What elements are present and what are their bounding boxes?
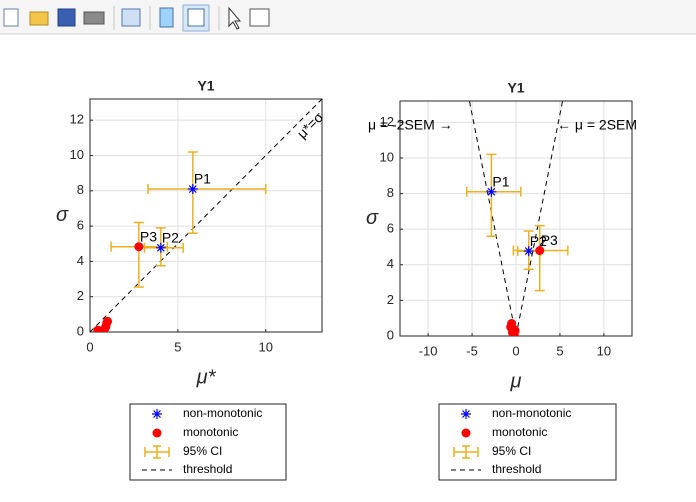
x-axis-label: μ [510, 370, 522, 392]
x-tick-label: 0 [86, 339, 93, 354]
legend-marker [461, 409, 471, 419]
legend-marker [461, 428, 471, 438]
pointer-button[interactable] [228, 6, 242, 30]
x-tick-label: -5 [466, 343, 478, 358]
y-tick-label: 0 [77, 323, 84, 338]
point [103, 316, 113, 326]
x-tick-label: 0 [512, 343, 519, 358]
annotation: μ = -2SEM → [368, 117, 453, 133]
y-tick-label: 4 [77, 253, 84, 268]
threshold-line [90, 99, 322, 332]
toolbar-buttons [3, 4, 270, 32]
ci-horizontal [147, 184, 267, 195]
threshold-line [468, 101, 517, 336]
legend-label: threshold [183, 462, 232, 476]
y-tick-label: 0 [387, 327, 394, 342]
y-tick-label: 12 [380, 114, 394, 129]
legend-label: 95% CI [183, 444, 222, 458]
point [100, 323, 110, 332]
print-button[interactable] [83, 11, 105, 25]
axes-box [89, 98, 323, 333]
y-axis-label: σ [56, 204, 69, 226]
colorbar-button[interactable] [159, 7, 174, 28]
point-label: P1 [492, 173, 509, 189]
legend-box [129, 403, 287, 481]
legend-label: monotonic [492, 425, 547, 439]
legend-marker [453, 445, 479, 459]
y-tick-label: 2 [77, 288, 84, 303]
point [93, 325, 103, 332]
x-tick-label: 10 [259, 339, 273, 354]
property-button[interactable] [249, 8, 270, 27]
y-tick-label: 12 [70, 112, 84, 127]
point-label: P2 [162, 230, 179, 246]
y-tick-label: 6 [387, 221, 394, 236]
legend-marker [152, 428, 162, 438]
point [535, 246, 545, 256]
point-label: P3 [140, 228, 157, 244]
open-button[interactable] [29, 11, 49, 26]
legend-label: threshold [492, 462, 541, 476]
save-button[interactable] [57, 8, 76, 27]
legend-label: non-monotonic [492, 406, 571, 420]
y-tick-label: 10 [70, 147, 84, 162]
ci-vertical [534, 224, 545, 292]
legend-label: non-monotonic [183, 406, 262, 420]
x-tick-label: 10 [597, 343, 611, 358]
y-tick-label: 8 [77, 182, 84, 197]
point [187, 184, 198, 195]
plot-content [466, 101, 569, 336]
point [155, 242, 166, 253]
point [134, 242, 144, 252]
new-button[interactable] [3, 8, 19, 27]
y-tick-label: 2 [387, 292, 394, 307]
y-tick-label: 6 [77, 218, 84, 233]
ci-vertical [133, 221, 144, 288]
plot-content [90, 99, 322, 332]
point-label: P2 [530, 233, 547, 249]
legend-label: monotonic [183, 425, 238, 439]
point-label: P3 [541, 232, 558, 248]
chart-title: Y1 [197, 78, 214, 94]
link-button[interactable] [121, 8, 141, 27]
y-tick-label: 10 [380, 149, 394, 164]
annotation: ← μ = 2SEM [557, 117, 637, 133]
toolbar [0, 0, 696, 34]
point-label: P1 [194, 171, 211, 187]
y-tick-label: 4 [387, 256, 394, 271]
point [510, 326, 520, 336]
y-axis-label: σ [366, 207, 379, 229]
legend-label: 95% CI [492, 444, 531, 458]
threshold-line [515, 101, 564, 336]
x-axis-label: μ* [196, 366, 217, 388]
legend-icon [187, 8, 205, 27]
point [523, 246, 534, 257]
legend-marker [152, 409, 162, 419]
point [486, 186, 497, 197]
chart-title: Y1 [507, 80, 524, 96]
legend-marker [144, 445, 170, 459]
x-tick-label: 5 [174, 339, 181, 354]
x-tick-label: -10 [419, 343, 438, 358]
y-tick-label: 8 [387, 185, 394, 200]
x-tick-label: 5 [556, 343, 563, 358]
